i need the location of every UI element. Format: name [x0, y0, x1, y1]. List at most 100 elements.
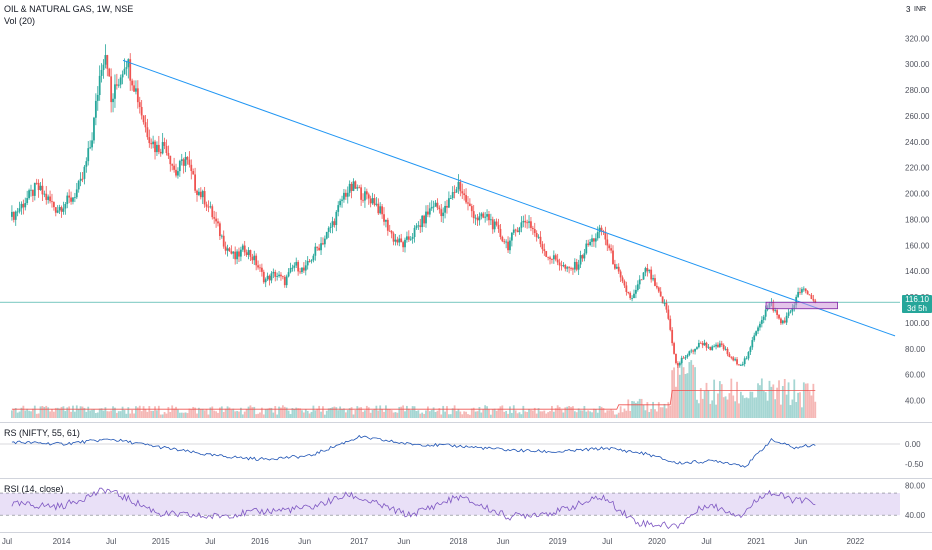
- candle-body: [365, 191, 368, 195]
- candle-body: [283, 276, 286, 286]
- volume-bar: [367, 407, 370, 418]
- candle-body: [780, 318, 782, 324]
- volume-bar: [304, 409, 307, 418]
- candle-body: [150, 143, 153, 145]
- candle-body: [318, 247, 321, 251]
- candle-body: [503, 241, 506, 243]
- candle-body: [564, 265, 567, 269]
- volume-bar: [503, 411, 506, 418]
- candle-body: [161, 142, 164, 154]
- volume-bar: [776, 387, 779, 418]
- candle-body: [276, 276, 279, 277]
- candle-body: [100, 69, 103, 76]
- volume-bar: [789, 405, 792, 418]
- volume-bar: [278, 406, 280, 418]
- volume-bar: [539, 411, 542, 418]
- currency-label[interactable]: INR: [914, 6, 927, 13]
- candle-body: [596, 232, 599, 239]
- volume-bar: [22, 405, 25, 418]
- candle-body: [802, 288, 805, 290]
- rsi-indicator-label[interactable]: RSI (14, close): [4, 484, 64, 494]
- candle-body: [335, 211, 338, 226]
- volume-bar: [713, 379, 716, 418]
- volume-bar: [245, 408, 248, 418]
- candle-body: [66, 195, 69, 205]
- time-tick-label: Jun: [497, 537, 510, 546]
- candle-body: [329, 226, 332, 228]
- candle-body: [184, 156, 187, 166]
- candle-body: [711, 346, 714, 350]
- time-axis[interactable]: Jul 2014 Jul 2015 Jul 2016 Jun 2017 Jun 2018 Jun 20…: [2, 537, 865, 546]
- candle-body: [83, 166, 86, 179]
- volume-bar: [734, 401, 737, 418]
- candle-body: [77, 181, 80, 190]
- volume-bar: [533, 407, 536, 418]
- volume-bar: [757, 383, 759, 418]
- volume-bar: [156, 410, 158, 418]
- symbol-title[interactable]: OIL & NATURAL GAS, 1W, NSE: [4, 4, 134, 14]
- volume-bar: [56, 407, 59, 418]
- volume-bar: [600, 406, 603, 418]
- candle-body: [751, 340, 754, 348]
- volume-bar: [165, 413, 168, 418]
- volume-bar: [196, 413, 198, 418]
- volume-bar: [190, 409, 193, 418]
- time-tick-label: Jun: [397, 537, 410, 546]
- price-tick-label: 140.00: [905, 267, 930, 276]
- candle-body: [115, 84, 118, 86]
- volume-bar: [663, 403, 666, 418]
- volume-bar: [516, 413, 519, 418]
- candle-body: [93, 117, 95, 141]
- volume-bar: [425, 410, 427, 418]
- candle-body: [533, 229, 536, 233]
- volume-bar: [762, 390, 765, 418]
- volume-bar: [449, 414, 452, 418]
- candle-body: [623, 281, 626, 286]
- candle-body: [806, 291, 809, 295]
- candle-body: [299, 271, 301, 273]
- candle-body: [402, 242, 404, 248]
- volume-bar: [802, 382, 805, 418]
- volume-bar: [806, 383, 809, 418]
- volume-bar: [690, 360, 693, 418]
- volume-bar: [344, 412, 347, 418]
- candle-body: [70, 197, 72, 202]
- volume-bar: [47, 407, 50, 418]
- last-price-badge: 116.10 3d 5h: [902, 295, 932, 313]
- volume-bar: [728, 393, 731, 418]
- volume-bar: [495, 410, 498, 418]
- volume-bar: [285, 407, 288, 418]
- volume-bar: [676, 364, 679, 418]
- volume-bar: [667, 402, 670, 418]
- volume-bar: [530, 409, 532, 418]
- volume-bar: [594, 409, 597, 418]
- candle-body: [146, 127, 149, 138]
- candle-body: [787, 312, 790, 316]
- volume-bar: [280, 407, 282, 418]
- rs-indicator-label[interactable]: RS (NIFTY, 55, 61): [4, 428, 80, 438]
- price-tick-label: 240.00: [905, 138, 930, 147]
- volume-bar: [751, 391, 754, 418]
- price-tick-label: 300.00: [905, 60, 930, 69]
- candle-body: [797, 291, 800, 297]
- volume-bar: [358, 407, 361, 418]
- volume-bar: [331, 407, 334, 418]
- candle-body: [734, 359, 737, 361]
- candle-body: [619, 271, 622, 278]
- candle-body: [268, 275, 271, 281]
- volume-bar: [780, 404, 782, 418]
- candle-body: [673, 343, 675, 354]
- candle-body: [495, 221, 498, 225]
- volume-indicator-label[interactable]: Vol (20): [4, 16, 36, 26]
- candle-body: [407, 236, 410, 240]
- candle-body: [327, 227, 330, 232]
- volume-bar: [119, 411, 122, 418]
- volume-bar: [583, 405, 586, 418]
- candle-body: [617, 266, 620, 272]
- volume-bar: [413, 406, 416, 418]
- volume-bar: [75, 405, 78, 418]
- candle-body: [356, 187, 359, 189]
- candle-body: [591, 238, 593, 242]
- volume-bar: [736, 381, 738, 418]
